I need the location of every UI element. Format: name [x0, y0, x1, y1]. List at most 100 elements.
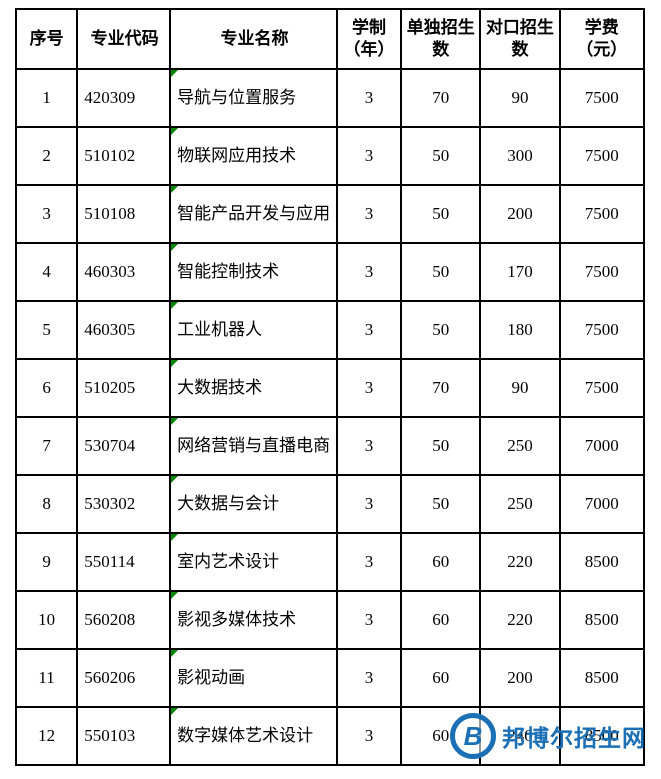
cell-code: 560206 — [77, 649, 170, 707]
cell-name: 物联网应用技术 — [170, 127, 337, 185]
cell-years: 3 — [337, 69, 401, 127]
table-body: 1420309导航与位置服务3709075002510102物联网应用技术350… — [16, 69, 644, 765]
cell-fee: 8500 — [560, 591, 644, 649]
cell-dd: 50 — [401, 475, 480, 533]
header-dd: 单独招生数 — [401, 9, 480, 69]
header-seq: 序号 — [16, 9, 77, 69]
header-code: 专业代码 — [77, 9, 170, 69]
cell-seq: 2 — [16, 127, 77, 185]
cell-seq: 3 — [16, 185, 77, 243]
cell-fee: 7000 — [560, 475, 644, 533]
cell-fee: 8500 — [560, 533, 644, 591]
cell-seq: 6 — [16, 359, 77, 417]
table-row: 6510205大数据技术370907500 — [16, 359, 644, 417]
cell-fee: 8500 — [560, 649, 644, 707]
admissions-table: 序号 专业代码 专业名称 学制（年） 单独招生数 对口招生数 学费（元） 142… — [15, 8, 645, 766]
cell-years: 3 — [337, 591, 401, 649]
header-fee: 学费（元） — [560, 9, 644, 69]
cell-seq: 11 — [16, 649, 77, 707]
cell-code: 550103 — [77, 707, 170, 765]
cell-fee: 7500 — [560, 243, 644, 301]
cell-dd: 50 — [401, 127, 480, 185]
table-row: 2510102物联网应用技术3503007500 — [16, 127, 644, 185]
cell-dk: 220 — [480, 591, 559, 649]
cell-years: 3 — [337, 185, 401, 243]
cell-name: 网络营销与直播电商 — [170, 417, 337, 475]
cell-seq: 8 — [16, 475, 77, 533]
cell-seq: 4 — [16, 243, 77, 301]
cell-dk: 200 — [480, 649, 559, 707]
cell-years: 3 — [337, 359, 401, 417]
cell-name: 工业机器人 — [170, 301, 337, 359]
cell-dd: 50 — [401, 301, 480, 359]
table-row: 8530302大数据与会计3502507000 — [16, 475, 644, 533]
cell-code: 550114 — [77, 533, 170, 591]
cell-name: 数字媒体艺术设计 — [170, 707, 337, 765]
cell-years: 3 — [337, 417, 401, 475]
cell-code: 560208 — [77, 591, 170, 649]
cell-dk: 200 — [480, 185, 559, 243]
cell-name: 智能控制技术 — [170, 243, 337, 301]
cell-years: 3 — [337, 301, 401, 359]
table-row: 9550114室内艺术设计3602208500 — [16, 533, 644, 591]
watermark-text: 邦博尔招生网 — [502, 719, 646, 753]
cell-name: 导航与位置服务 — [170, 69, 337, 127]
cell-code: 460305 — [77, 301, 170, 359]
cell-name: 影视多媒体技术 — [170, 591, 337, 649]
cell-code: 460303 — [77, 243, 170, 301]
cell-code: 530704 — [77, 417, 170, 475]
table-header-row: 序号 专业代码 专业名称 学制（年） 单独招生数 对口招生数 学费（元） — [16, 9, 644, 69]
cell-dd: 50 — [401, 243, 480, 301]
cell-code: 510108 — [77, 185, 170, 243]
cell-dk: 250 — [480, 475, 559, 533]
cell-code: 510102 — [77, 127, 170, 185]
cell-name: 大数据技术 — [170, 359, 337, 417]
cell-years: 3 — [337, 243, 401, 301]
cell-seq: 7 — [16, 417, 77, 475]
cell-fee: 7500 — [560, 127, 644, 185]
cell-seq: 10 — [16, 591, 77, 649]
table-row: 4460303智能控制技术3501707500 — [16, 243, 644, 301]
header-years: 学制（年） — [337, 9, 401, 69]
cell-dk: 90 — [480, 359, 559, 417]
cell-dd: 50 — [401, 185, 480, 243]
cell-code: 420309 — [77, 69, 170, 127]
cell-dd: 60 — [401, 649, 480, 707]
cell-dk: 170 — [480, 243, 559, 301]
table-row: 7530704网络营销与直播电商3502507000 — [16, 417, 644, 475]
cell-fee: 7000 — [560, 417, 644, 475]
cell-code: 510205 — [77, 359, 170, 417]
header-dk: 对口招生数 — [480, 9, 559, 69]
cell-dk: 180 — [480, 301, 559, 359]
watermark: B 邦博尔招生网 — [450, 713, 646, 759]
cell-dd: 70 — [401, 69, 480, 127]
cell-dk: 90 — [480, 69, 559, 127]
cell-name: 智能产品开发与应用 — [170, 185, 337, 243]
cell-dd: 70 — [401, 359, 480, 417]
cell-name: 影视动画 — [170, 649, 337, 707]
cell-dk: 250 — [480, 417, 559, 475]
cell-dk: 300 — [480, 127, 559, 185]
table-row: 10560208影视多媒体技术3602208500 — [16, 591, 644, 649]
cell-fee: 7500 — [560, 359, 644, 417]
cell-dd: 60 — [401, 591, 480, 649]
cell-dd: 50 — [401, 417, 480, 475]
table-row: 11560206影视动画3602008500 — [16, 649, 644, 707]
cell-years: 3 — [337, 533, 401, 591]
cell-name: 大数据与会计 — [170, 475, 337, 533]
watermark-logo-icon: B — [450, 713, 496, 759]
cell-years: 3 — [337, 127, 401, 185]
cell-fee: 7500 — [560, 69, 644, 127]
cell-seq: 12 — [16, 707, 77, 765]
cell-fee: 7500 — [560, 185, 644, 243]
header-name: 专业名称 — [170, 9, 337, 69]
table-row: 3510108智能产品开发与应用3502007500 — [16, 185, 644, 243]
cell-seq: 1 — [16, 69, 77, 127]
cell-fee: 7500 — [560, 301, 644, 359]
cell-seq: 9 — [16, 533, 77, 591]
table-row: 1420309导航与位置服务370907500 — [16, 69, 644, 127]
cell-seq: 5 — [16, 301, 77, 359]
cell-dk: 220 — [480, 533, 559, 591]
cell-dd: 60 — [401, 533, 480, 591]
cell-years: 3 — [337, 649, 401, 707]
